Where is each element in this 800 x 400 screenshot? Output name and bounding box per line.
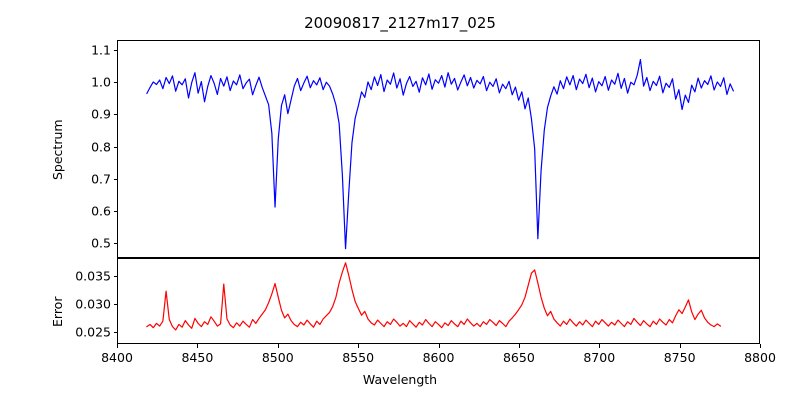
y-tick-label-spectrum: 0.8 <box>91 139 111 155</box>
x-tick-mark <box>277 344 279 348</box>
x-tick-label: 8500 <box>261 350 294 365</box>
x-tick-mark <box>599 344 601 348</box>
y-tick-label-error: 0.030 <box>75 296 111 312</box>
spectrum-axes <box>117 40 760 258</box>
x-tick-mark <box>760 344 761 348</box>
x-tick-label: 8750 <box>663 350 696 365</box>
y-tick-mark-error <box>113 331 117 333</box>
y-tick-label-spectrum: 0.9 <box>91 106 111 122</box>
y-tick-label-spectrum: 0.7 <box>91 171 111 187</box>
y-tick-label-spectrum: 1.0 <box>91 74 111 90</box>
x-tick-mark <box>197 344 199 348</box>
x-tick-label: 8400 <box>101 350 133 365</box>
x-tick-label: 8800 <box>744 350 776 365</box>
x-tick-label: 8650 <box>502 350 535 365</box>
x-tick-label: 8600 <box>422 350 455 365</box>
figure-title: 20090817_2127m17_025 <box>304 14 496 32</box>
y-tick-label-spectrum: 0.5 <box>91 235 111 251</box>
x-tick-label: 8550 <box>342 350 375 365</box>
y-tick-mark-spectrum <box>113 114 117 116</box>
x-tick-mark <box>438 344 440 348</box>
spectrum-plot-line <box>146 58 734 250</box>
y-tick-label-error: 0.035 <box>75 268 111 284</box>
y-tick-label-spectrum: 0.6 <box>91 203 111 219</box>
y-tick-label-error: 0.025 <box>75 324 111 340</box>
y-tick-mark-spectrum <box>113 49 117 51</box>
error-plot-line <box>146 262 722 331</box>
error-axes <box>117 258 760 344</box>
y-tick-label-spectrum: 1.1 <box>91 42 111 58</box>
x-tick-label: 8700 <box>583 350 616 365</box>
y-tick-mark-spectrum <box>113 146 117 148</box>
x-tick-mark <box>518 344 520 348</box>
y-axis-label-spectrum: Spectrum <box>50 119 65 180</box>
y-tick-mark-spectrum <box>113 243 117 245</box>
y-tick-mark-spectrum <box>113 81 117 83</box>
y-tick-mark-error <box>113 303 117 305</box>
x-tick-mark <box>679 344 681 348</box>
x-tick-mark <box>358 344 360 348</box>
x-tick-mark <box>117 344 118 348</box>
x-tick-label: 8450 <box>181 350 214 365</box>
y-tick-mark-spectrum <box>113 178 117 180</box>
y-tick-mark-error <box>113 275 117 277</box>
x-axis-label: Wavelength <box>362 372 438 387</box>
y-tick-mark-spectrum <box>113 211 117 213</box>
